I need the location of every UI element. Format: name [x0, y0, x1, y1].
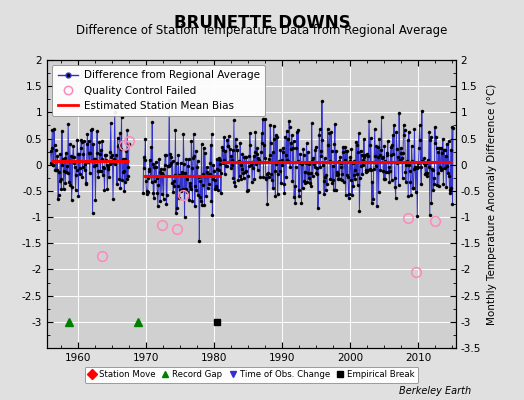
Y-axis label: Monthly Temperature Anomaly Difference (°C): Monthly Temperature Anomaly Difference (…	[487, 83, 497, 325]
Legend: Station Move, Record Gap, Time of Obs. Change, Empirical Break: Station Move, Record Gap, Time of Obs. C…	[85, 367, 418, 382]
Text: Difference of Station Temperature Data from Regional Average: Difference of Station Temperature Data f…	[77, 24, 447, 37]
Text: BRUNETTE DOWNS: BRUNETTE DOWNS	[173, 14, 351, 32]
Text: Berkeley Earth: Berkeley Earth	[399, 386, 472, 396]
